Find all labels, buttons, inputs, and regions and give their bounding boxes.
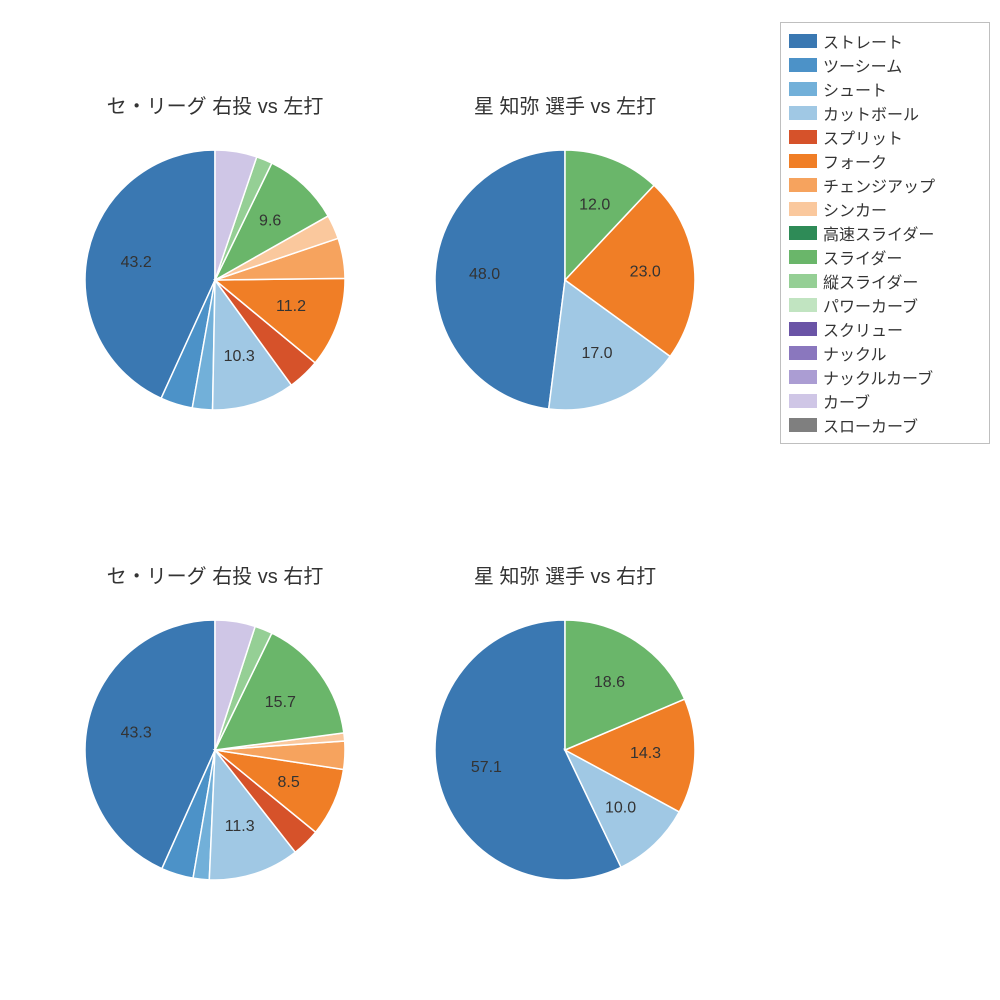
figure: セ・リーグ 右投 vs 左打 43.2 10.3 11.2 9.6 星 知弥 選手 vs … [0,0,1000,1000]
legend-swatch [789,154,817,168]
slice-label: 23.0 [630,264,661,281]
legend-item-cutball: カットボール [789,101,981,125]
legend-label: ストレート [823,29,903,53]
pie-chart-br: 57.1 10.0 14.3 18.6 [429,614,701,886]
chart-title: 星 知弥 選手 vs 右打 [474,560,656,589]
legend-label: スプリット [823,125,903,149]
slice-label: 10.3 [224,348,255,365]
legend-swatch [789,178,817,192]
legend-item-high_slider: 高速スライダー [789,221,981,245]
chart-title: セ・リーグ 右投 vs 右打 [107,560,324,589]
slice-label: 12.0 [579,196,610,213]
slice-label: 18.6 [594,674,625,691]
pie-chart-bl: 43.3 11.3 8.5 15.7 [79,614,351,886]
slice-label: 9.6 [259,212,281,229]
legend-label: スローカーブ [823,413,918,437]
legend-swatch [789,322,817,336]
legend-label: パワーカーブ [823,293,918,317]
legend-item-slider: スライダー [789,245,981,269]
slice-label: 17.0 [581,345,612,362]
legend-label: ナックルカーブ [823,365,933,389]
slice-label: 11.3 [225,818,255,835]
legend-label: ツーシーム [823,53,902,77]
legend-label: 高速スライダー [823,221,934,245]
legend-item-vert_slider: 縦スライダー [789,269,981,293]
legend-item-power_curve: パワーカーブ [789,293,981,317]
legend-label: ナックル [823,341,887,365]
legend-swatch [789,274,817,288]
legend-item-sinker: シンカー [789,197,981,221]
slice-label: 48.0 [469,266,500,283]
slice-label: 57.1 [471,759,502,776]
legend-swatch [789,82,817,96]
legend-swatch [789,34,817,48]
slice-label: 14.3 [630,745,661,762]
legend: ストレートツーシームシュートカットボールスプリットフォークチェンジアップシンカー… [780,22,990,444]
legend-item-fork: フォーク [789,149,981,173]
legend-label: チェンジアップ [823,173,935,197]
legend-label: シュート [823,77,887,101]
legend-swatch [789,250,817,264]
legend-item-shoot: シュート [789,77,981,101]
legend-swatch [789,130,817,144]
legend-label: スライダー [823,245,902,269]
legend-item-changeup: チェンジアップ [789,173,981,197]
legend-label: カーブ [823,389,870,413]
legend-item-straight: ストレート [789,29,981,53]
slice-label: 15.7 [265,694,296,711]
slice-label: 11.2 [276,298,306,315]
legend-item-two_seam: ツーシーム [789,53,981,77]
legend-swatch [789,58,817,72]
pie-chart-tl: 43.2 10.3 11.2 9.6 [79,144,351,416]
pie-chart-tr: 48.0 17.0 23.0 12.0 [429,144,701,416]
slice-label: 8.5 [278,774,300,791]
legend-swatch [789,418,817,432]
legend-item-split: スプリット [789,125,981,149]
legend-item-slow_curve: スローカーブ [789,413,981,437]
legend-label: 縦スライダー [823,269,918,293]
slice-label: 43.2 [121,254,152,271]
legend-swatch [789,394,817,408]
legend-swatch [789,370,817,384]
legend-swatch [789,346,817,360]
legend-swatch [789,298,817,312]
legend-item-curve: カーブ [789,389,981,413]
slice-label: 10.0 [605,800,636,817]
legend-item-knuckle_curve: ナックルカーブ [789,365,981,389]
legend-label: シンカー [823,197,887,221]
slice-label: 43.3 [121,724,152,741]
legend-swatch [789,226,817,240]
chart-title: 星 知弥 選手 vs 左打 [474,90,656,119]
legend-label: スクリュー [823,317,903,341]
legend-swatch [789,106,817,120]
legend-item-knuckle: ナックル [789,341,981,365]
legend-label: カットボール [823,101,919,125]
legend-label: フォーク [823,149,887,173]
chart-title: セ・リーグ 右投 vs 左打 [107,90,324,119]
legend-swatch [789,202,817,216]
legend-item-screw: スクリュー [789,317,981,341]
